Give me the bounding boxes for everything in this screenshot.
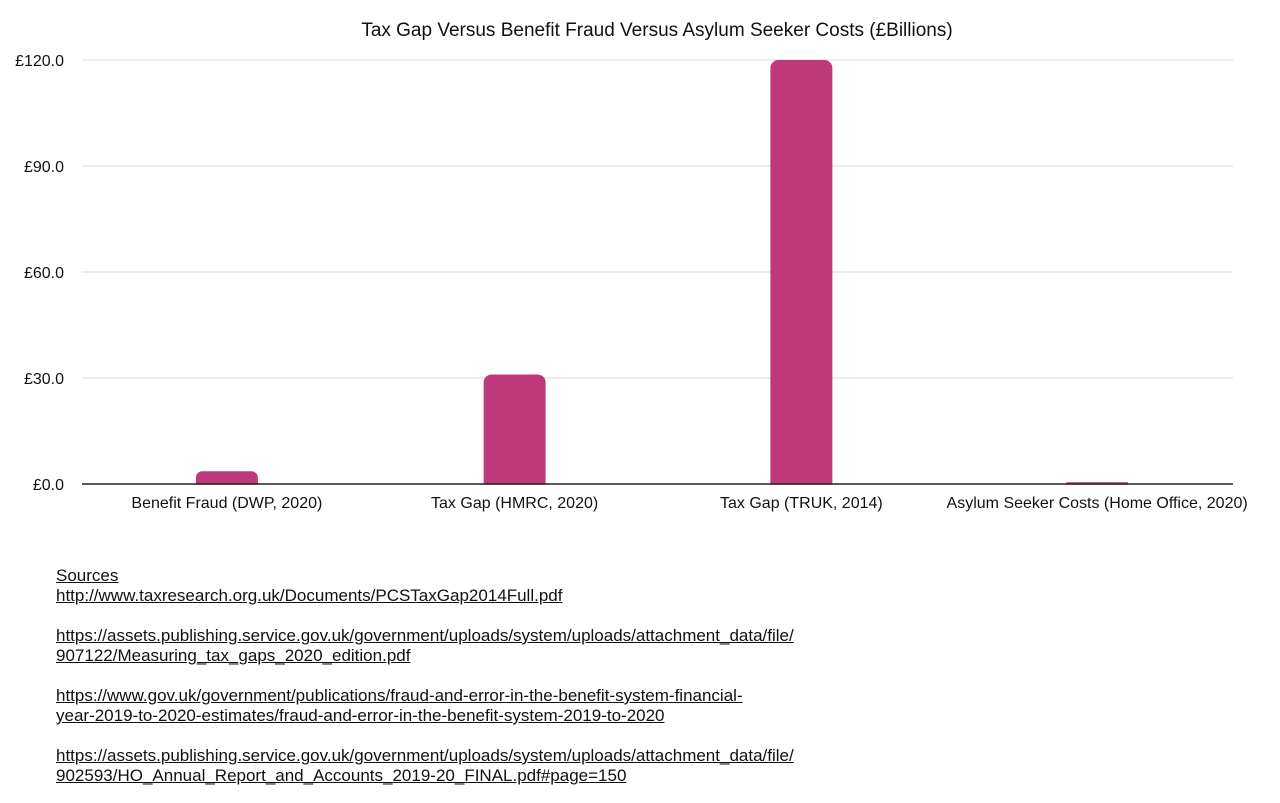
source-link-line: http://www.taxresearch.org.uk/Documents/… bbox=[56, 586, 563, 605]
x-tick-label: Tax Gap (HMRC, 2020) bbox=[431, 495, 598, 512]
gridlines bbox=[82, 59, 1233, 379]
y-tick-label: £0.0 bbox=[33, 477, 64, 494]
y-tick-label: £30.0 bbox=[24, 371, 64, 388]
bars bbox=[82, 60, 1233, 497]
source-link-dwp-fraud[interactable]: https://www.gov.uk/government/publicatio… bbox=[56, 686, 1156, 726]
source-link-line: year-2019-to-2020-estimates/fraud-and-er… bbox=[56, 706, 665, 725]
y-tick-label: £60.0 bbox=[24, 265, 64, 282]
sources-heading: Sources bbox=[56, 566, 119, 585]
source-link-line: 907122/Measuring_tax_gaps_2020_edition.p… bbox=[56, 646, 411, 665]
bar bbox=[770, 60, 833, 492]
y-axis-tick-labels: £0.0 £30.0 £60.0 £90.0 £120.0 bbox=[15, 53, 64, 494]
x-tick-label: Tax Gap (TRUK, 2014) bbox=[720, 495, 883, 512]
chart-title: Tax Gap Versus Benefit Fraud Versus Asyl… bbox=[361, 20, 952, 41]
sources-section: Sources http://www.taxresearch.org.uk/Do… bbox=[56, 566, 1156, 786]
source-link-hmrc-tax-gaps[interactable]: https://assets.publishing.service.gov.uk… bbox=[56, 626, 1156, 666]
source-link-line: 902593/HO_Annual_Report_and_Accounts_201… bbox=[56, 766, 627, 785]
x-tick-label: Asylum Seeker Costs (Home Office, 2020) bbox=[947, 495, 1248, 512]
axis-mask bbox=[82, 484, 1233, 497]
source-link-home-office[interactable]: https://assets.publishing.service.gov.uk… bbox=[56, 746, 1156, 786]
bar bbox=[483, 374, 546, 492]
x-tick-label: Benefit Fraud (DWP, 2020) bbox=[131, 495, 322, 512]
x-axis-tick-labels: Benefit Fraud (DWP, 2020) Tax Gap (HMRC, … bbox=[131, 495, 1247, 512]
source-link-line: https://assets.publishing.service.gov.uk… bbox=[56, 626, 794, 645]
y-tick-label: £120.0 bbox=[15, 53, 64, 70]
source-link-line: https://assets.publishing.service.gov.uk… bbox=[56, 746, 794, 765]
source-link-taxresearch[interactable]: http://www.taxresearch.org.uk/Documents/… bbox=[56, 586, 1156, 606]
y-tick-label: £90.0 bbox=[24, 159, 64, 176]
source-link-line: https://www.gov.uk/government/publicatio… bbox=[56, 686, 743, 705]
bar-chart: Tax Gap Versus Benefit Fraud Versus Asyl… bbox=[15, 20, 1248, 512]
